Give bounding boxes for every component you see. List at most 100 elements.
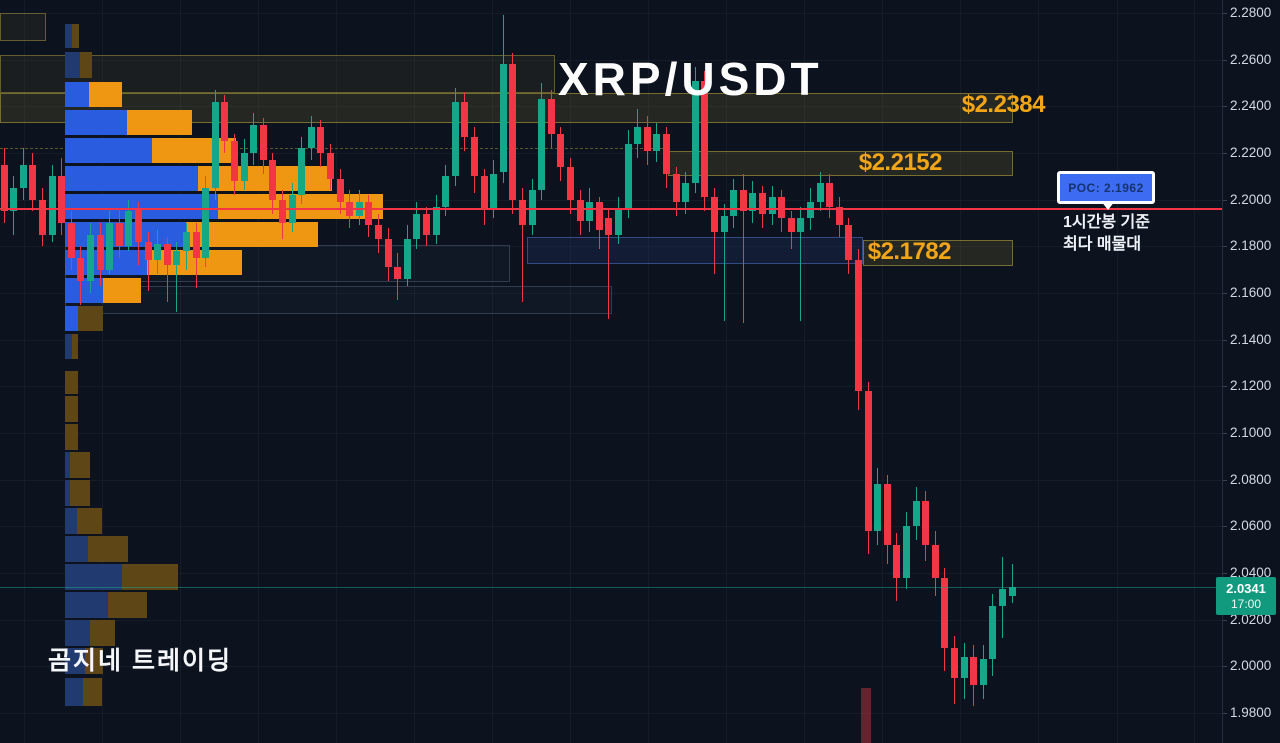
candle-wick [176, 241, 178, 312]
poc-note-line2: 최다 매물대 [1063, 236, 1142, 253]
candle-body [211, 101, 219, 188]
volume-profile-sell-bar [78, 306, 103, 331]
level-label-21782[interactable]: $2.1782 [867, 238, 952, 265]
candle-body [922, 500, 930, 545]
candle-body [384, 239, 392, 268]
candle-body [643, 127, 651, 151]
price-zone-box[interactable] [65, 286, 612, 314]
candle-body [480, 176, 488, 209]
candle-body [96, 234, 104, 270]
price-axis-tickmark [1223, 199, 1227, 201]
faded-crash-bar [861, 688, 871, 743]
watermark-text: 곰지네 트레이딩 [48, 647, 232, 675]
candle-body [422, 213, 430, 235]
volume-profile-sell-bar [198, 166, 332, 191]
grid-line-horizontal [0, 433, 1222, 434]
candle-body [298, 148, 306, 195]
candle-wick [608, 209, 610, 319]
candle-body [586, 202, 594, 221]
candle-body [902, 526, 910, 578]
volume-profile-buy-bar [65, 592, 108, 618]
candle-body [19, 164, 27, 188]
candle-body [442, 176, 450, 207]
grid-line-vertical [1117, 0, 1118, 743]
volume-profile-sell-bar [85, 648, 103, 674]
candle-body [826, 183, 834, 207]
grid-line-horizontal [0, 339, 1222, 341]
volume-profile-sell-bar [103, 278, 141, 303]
candle-body [10, 188, 18, 212]
candle-body [317, 127, 325, 153]
candle-body [192, 232, 200, 258]
price-axis-tickmark [1223, 666, 1227, 668]
candle-body [1008, 586, 1016, 597]
chart-title: XRP/USDT [558, 53, 823, 105]
grid-line-vertical [258, 0, 259, 743]
grid-line-vertical [570, 0, 571, 743]
candle-body [787, 218, 795, 233]
price-axis-tickmark [1223, 13, 1227, 14]
grid-line-vertical [24, 0, 25, 743]
grid-line-vertical [102, 0, 103, 743]
candle-body [854, 260, 862, 391]
price-axis-label: 2.2200 [1230, 145, 1272, 160]
price-zone-box[interactable] [863, 240, 1013, 266]
grid-line-vertical [180, 0, 181, 743]
candle-body [701, 80, 709, 198]
candle-body [989, 605, 997, 660]
candle-body [730, 190, 738, 216]
price-axis-tickmark [1223, 433, 1227, 434]
zone-extension-dashed-line [0, 148, 668, 149]
grid-line-horizontal [0, 153, 1222, 154]
candle-body [614, 209, 622, 235]
price-axis-label: 2.0800 [1230, 471, 1272, 487]
candle-body [202, 188, 210, 258]
level-label-22384[interactable]: $2.2384 [961, 91, 1046, 118]
poc-callout[interactable]: POC: 2.1962 [1057, 171, 1155, 210]
price-axis[interactable]: 2.2800 2.2600 2.2400 2.2200 2.2000 2.1800 2.16… [1216, 0, 1280, 743]
volume-profile-sell-bar [108, 592, 147, 618]
grid-line-horizontal [0, 246, 1222, 248]
candle-body [682, 183, 690, 202]
candle-body [490, 174, 498, 209]
candle-body [394, 267, 402, 279]
volume-profile-buy-bar [65, 82, 89, 107]
price-zone-box[interactable] [527, 237, 863, 264]
grid-layer [0, 0, 1222, 743]
candle-body [691, 80, 699, 184]
zone-layer [0, 13, 1013, 314]
price-axis-tickmark [1223, 59, 1227, 61]
volume-profile-buy-bar [65, 334, 72, 359]
poc-callout-label: POC: 2.1962 [1068, 180, 1144, 195]
candle-body [451, 101, 459, 177]
candle-body [0, 164, 8, 212]
candle-body [835, 206, 843, 226]
candle-wick [800, 206, 802, 321]
chart-area[interactable]: XRP/USDT 곰지네 트레이딩 $2.2384 $2.2152 $2.178… [0, 0, 1222, 743]
poc-callout-pointer-icon [1101, 201, 1115, 210]
price-axis-tickmark [1223, 339, 1227, 341]
volume-profile-sell-bar [218, 194, 383, 219]
candle-body [374, 225, 382, 240]
volume-profile-buy-bar [65, 508, 77, 534]
price-axis-tickmark [1223, 246, 1227, 248]
candle-body [125, 211, 133, 247]
candle-body [432, 206, 440, 235]
price-zone-box[interactable] [0, 13, 46, 41]
price-axis-label: 2.1800 [1230, 238, 1272, 254]
candle-body [960, 657, 968, 678]
volume-profile-buy-bar [65, 564, 122, 590]
candle-body [893, 545, 901, 578]
price-axis-label: 2.2000 [1230, 191, 1272, 207]
grid-line-horizontal [0, 713, 1222, 714]
grid-line-vertical [960, 0, 961, 743]
price-zone-box[interactable] [668, 151, 1013, 176]
level-label-22152[interactable]: $2.2152 [858, 149, 943, 176]
candle-body [758, 192, 766, 214]
candle-body [413, 213, 421, 240]
poc-price-line[interactable] [0, 207, 1222, 210]
volume-profile-sell-bar [77, 508, 102, 534]
volume-profile-sell-bar [70, 480, 90, 506]
candle-body [557, 134, 565, 167]
